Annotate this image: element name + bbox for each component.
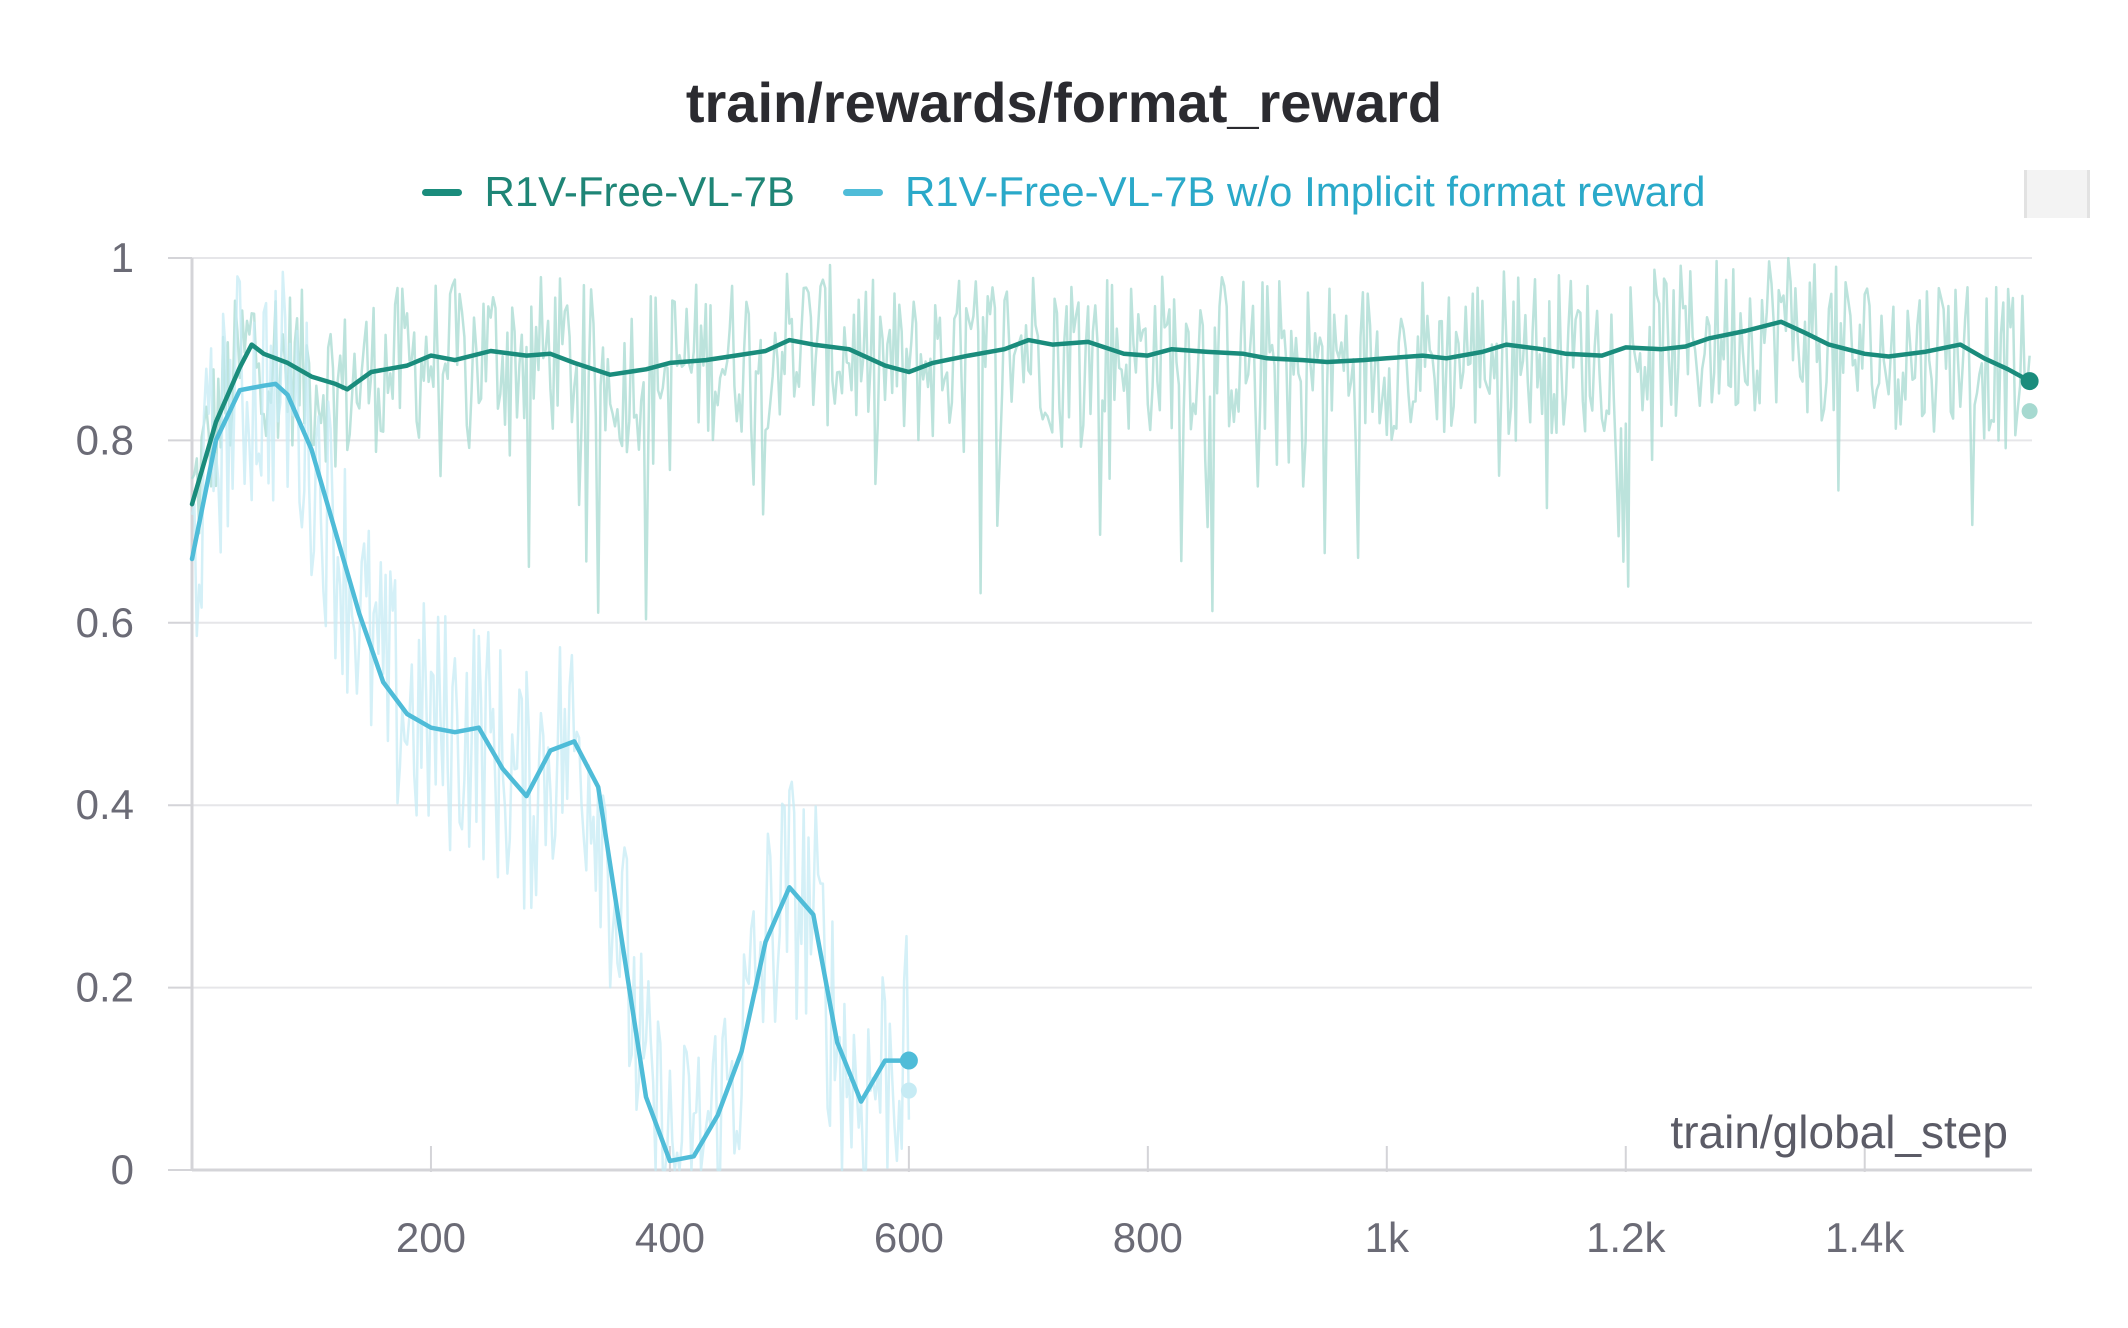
tick-labels: 0 0.2 0.4 0.6 0.8 1 200 400 600 800 1k 1.2k 1.4k bbox=[76, 234, 1906, 1261]
y-tick-label-3: 0.6 bbox=[76, 599, 134, 646]
series-1-line bbox=[189, 319, 2032, 507]
chart-legend: R1V-Free-VL-7B R1V-Free-VL-7B w/o Implic… bbox=[0, 168, 2128, 216]
x-tick-label-3: 800 bbox=[1113, 1214, 1183, 1261]
x-tick-label-1: 400 bbox=[635, 1214, 705, 1261]
legend-label-series-2: R1V-Free-VL-7B w/o Implicit format rewar… bbox=[904, 168, 1706, 215]
x-tick-label-2: 600 bbox=[874, 1214, 944, 1261]
y-tick-label-2: 0.4 bbox=[76, 781, 134, 828]
legend-swatch-series-1 bbox=[422, 188, 463, 196]
y-tick-label-0: 0 bbox=[111, 1146, 134, 1193]
y-tick-label-5: 1 bbox=[111, 234, 134, 281]
series-2-raw-endpoint bbox=[900, 1082, 917, 1099]
x-axis-label: train/global_step bbox=[1670, 1106, 2008, 1158]
series-1-raw-endpoint bbox=[2021, 403, 2038, 420]
y-tick-label-1: 0.2 bbox=[76, 964, 134, 1011]
legend-label-series-1: R1V-Free-VL-7B bbox=[484, 168, 795, 215]
x-tick-label-5: 1.2k bbox=[1586, 1214, 1666, 1261]
series-2-raw-trace bbox=[190, 270, 911, 1172]
legend-scroll-handle[interactable] bbox=[2024, 170, 2090, 218]
legend-swatch-series-2 bbox=[842, 188, 883, 196]
y-tick-label-4: 0.8 bbox=[76, 416, 134, 463]
series-1-raw-trace bbox=[190, 256, 2031, 621]
x-tick-label-6: 1.4k bbox=[1825, 1214, 1905, 1261]
series-1-endpoint[interactable] bbox=[2020, 372, 2039, 391]
legend-item-series-2[interactable]: R1V-Free-VL-7B w/o Implicit format rewar… bbox=[842, 168, 1706, 216]
axes bbox=[168, 257, 2032, 1172]
legend-item-series-1[interactable]: R1V-Free-VL-7B bbox=[422, 168, 795, 216]
series-2-endpoint[interactable] bbox=[899, 1051, 918, 1070]
x-tick-label-4: 1k bbox=[1365, 1214, 1410, 1261]
series-2-line bbox=[189, 381, 912, 1164]
chart-title: train/rewards/format_reward bbox=[685, 71, 1443, 134]
raw-noise-layer bbox=[190, 256, 2031, 1172]
x-tick-label-0: 200 bbox=[396, 1214, 466, 1261]
series-lines bbox=[189, 319, 2039, 1164]
